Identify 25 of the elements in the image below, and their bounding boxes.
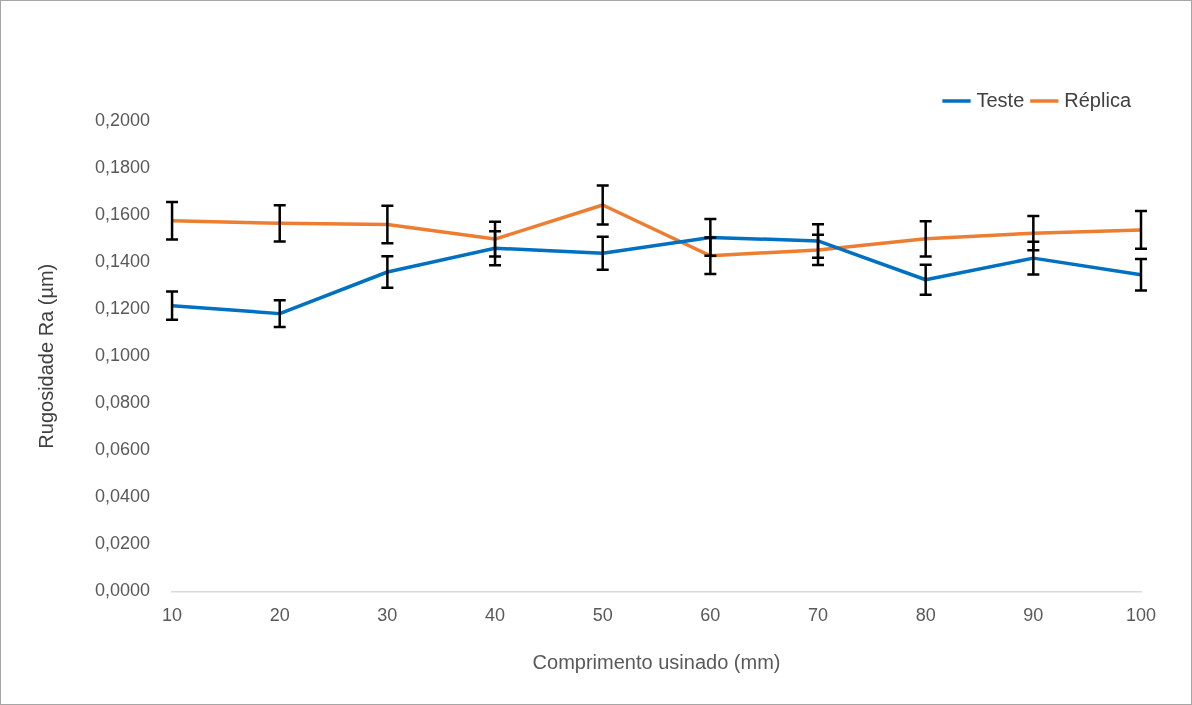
y-tick-label: 0,1400 bbox=[94, 251, 151, 272]
y-tick-label: 0,1000 bbox=[94, 345, 151, 366]
y-tick-label: 0,0200 bbox=[94, 533, 151, 554]
x-tick-label: 90 bbox=[1023, 605, 1044, 626]
y-axis-title: Rugosidade Ra (µm) bbox=[34, 263, 57, 449]
y-tick-label: 0,0800 bbox=[94, 392, 151, 413]
x-tick-label: 10 bbox=[162, 605, 183, 626]
y-tick-label: 0,1200 bbox=[94, 298, 151, 319]
x-tick-label: 70 bbox=[808, 605, 829, 626]
y-tick-label: 0,2000 bbox=[94, 109, 151, 130]
x-tick-label: 80 bbox=[915, 605, 936, 626]
x-tick-label: 100 bbox=[1125, 605, 1157, 626]
legend-label: Teste bbox=[976, 88, 1025, 111]
legend-label: Réplica bbox=[1064, 88, 1132, 111]
y-tick-label: 0,0000 bbox=[94, 580, 151, 601]
x-tick-label: 20 bbox=[269, 605, 290, 626]
x-tick-label: 40 bbox=[485, 605, 506, 626]
y-tick-label: 0,0400 bbox=[94, 486, 151, 507]
x-tick-label: 60 bbox=[700, 605, 721, 626]
x-tick-label: 30 bbox=[377, 605, 398, 626]
x-axis-title: Comprimento usinado (mm) bbox=[532, 650, 781, 673]
x-tick-label: 50 bbox=[592, 605, 613, 626]
y-tick-label: 0,1800 bbox=[94, 157, 151, 178]
y-tick-label: 0,0600 bbox=[94, 439, 151, 460]
y-tick-label: 0,1600 bbox=[94, 204, 151, 225]
